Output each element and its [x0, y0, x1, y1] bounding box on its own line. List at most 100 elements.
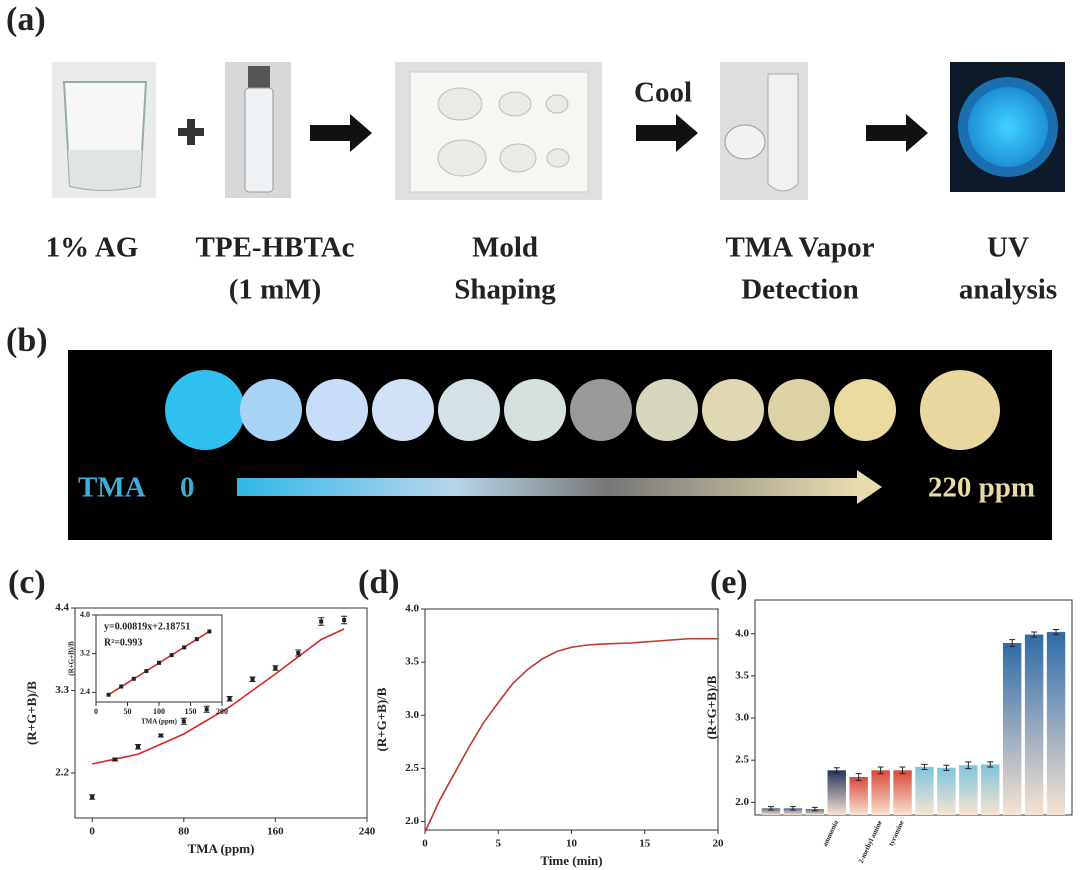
- y-tick-label: 2.5: [735, 754, 749, 766]
- y-tick-label: 3.0: [735, 712, 749, 724]
- disc: [372, 379, 434, 441]
- r-squared: R²=0.993: [104, 637, 142, 648]
- disc-row: [165, 370, 1000, 450]
- x-axis-label: Time (min): [540, 853, 602, 868]
- arrow: [636, 114, 698, 152]
- disc: [920, 370, 1000, 450]
- bar: [827, 770, 846, 815]
- disc: [834, 379, 896, 441]
- bar: [849, 777, 868, 815]
- photo-uv: [950, 62, 1065, 192]
- disc: [570, 379, 632, 441]
- bar: [981, 764, 1000, 815]
- disc: [504, 379, 566, 441]
- bar: [937, 767, 956, 815]
- y-axis-label: (R+G+B)/B: [704, 675, 719, 739]
- photo-mold: [395, 62, 602, 200]
- point: [204, 707, 209, 712]
- bar: [783, 808, 803, 815]
- error-bar: [965, 761, 972, 770]
- point: [106, 692, 111, 697]
- point: [119, 684, 124, 689]
- error-bar: [921, 763, 928, 770]
- y-tick-label: 4.0: [735, 627, 749, 639]
- y-tick-label: 2.0: [735, 796, 749, 808]
- point: [182, 645, 187, 650]
- error-bar: [899, 766, 906, 775]
- y-tick-label: 3.5: [405, 656, 419, 668]
- disc: [306, 379, 368, 441]
- step-label: Shaping: [454, 274, 556, 306]
- disc: [702, 379, 764, 441]
- disc: [636, 379, 698, 441]
- x-tick-label: 80: [178, 826, 190, 838]
- plus-sign: [178, 119, 204, 145]
- point: [273, 666, 278, 670]
- error-bar: [767, 806, 774, 811]
- x-tick-label: 240: [359, 826, 376, 838]
- y-tick-label: 4.0: [405, 603, 419, 615]
- point: [181, 719, 186, 724]
- x-axis-label: TMA (ppm): [188, 841, 255, 856]
- y-axis-label: (R+G+B)/B: [24, 681, 39, 745]
- point: [157, 660, 161, 665]
- x-tick-label: 5: [496, 838, 502, 850]
- line: [424, 637, 718, 833]
- point: [144, 669, 149, 674]
- point: [113, 757, 118, 762]
- panel-letter: (d): [358, 564, 400, 601]
- bar: [1024, 634, 1044, 815]
- y-tick-label: 3.2: [80, 648, 90, 657]
- x-tick-label: 200: [216, 707, 228, 716]
- error-bar: [789, 806, 796, 811]
- equation: y=0.00819x+2.18751: [104, 621, 190, 632]
- disc: [240, 379, 302, 441]
- bar: [761, 808, 781, 815]
- point: [227, 696, 232, 701]
- scale-label: 0: [180, 472, 195, 504]
- scale-arrow-head: [857, 470, 882, 504]
- error-bar: [943, 764, 950, 771]
- step-label: UV: [987, 232, 1029, 264]
- step-label: TPE-HBTAc: [196, 232, 355, 264]
- error-bar: [833, 767, 840, 774]
- plot-frame: [95, 614, 223, 703]
- x-tick-label: 160: [267, 826, 284, 838]
- plot-frame: [754, 599, 1073, 816]
- x-tick-label: 50: [124, 707, 132, 716]
- error-bar: [1031, 631, 1038, 638]
- point: [169, 653, 174, 658]
- y-tick-label: 3.0: [405, 709, 419, 721]
- error-bar: [877, 766, 884, 775]
- x-tick-label: 0: [422, 838, 428, 850]
- disc: [165, 370, 245, 450]
- scale-label: TMA: [78, 472, 146, 504]
- x-tick-label: 0: [89, 826, 95, 838]
- point: [319, 619, 324, 624]
- bar: [871, 770, 890, 815]
- y-tick-label: 4.4: [55, 602, 69, 614]
- bar: [893, 770, 912, 815]
- photo-tube: [720, 62, 808, 200]
- y-tick-label: 2.2: [55, 767, 69, 779]
- y-axis-label: (R+G+B)/B: [68, 641, 76, 676]
- bar: [915, 766, 934, 815]
- panel-letter: (b): [6, 322, 48, 359]
- x-tick-label: 100: [153, 707, 165, 716]
- y-tick-label: 2.5: [405, 762, 419, 774]
- arrow: [866, 114, 928, 152]
- error-bar: [811, 806, 818, 812]
- y-tick-label: 4.0: [80, 610, 90, 619]
- y-tick-label: 3.3: [55, 684, 69, 696]
- error-bar: [1009, 639, 1016, 647]
- y-tick-label: 3.5: [735, 669, 749, 681]
- bar: [1046, 632, 1066, 815]
- error-bar: [1053, 629, 1060, 636]
- bar: [1002, 643, 1022, 815]
- x-axis-label: TMA (ppm): [141, 718, 178, 726]
- point: [158, 733, 163, 738]
- arrow: [310, 114, 372, 152]
- point: [90, 795, 95, 799]
- step-label: Detection: [741, 274, 859, 306]
